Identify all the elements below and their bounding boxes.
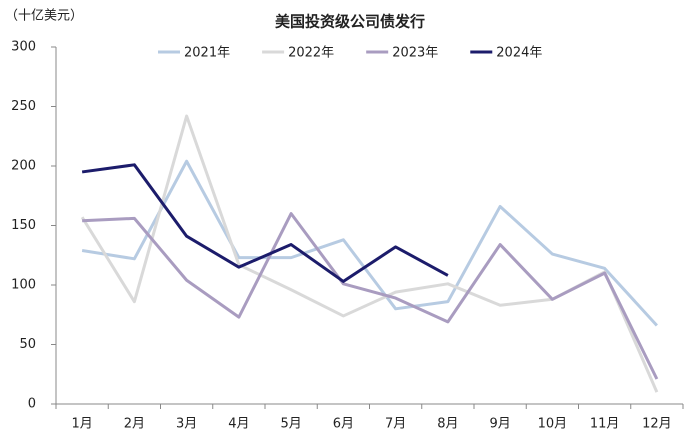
y-tick-label: 250 (11, 99, 36, 114)
x-tick-label: 5月 (280, 417, 301, 432)
x-tick-label: 1月 (71, 417, 92, 432)
y-tick-label: 0 (28, 397, 36, 412)
line-series (82, 212, 659, 380)
x-tick-label: 4月 (228, 417, 249, 432)
x-tick-label: 10月 (538, 417, 568, 432)
chart-title: 美国投资级公司债发行 (275, 13, 425, 31)
line-series (81, 159, 658, 327)
y-tick-label: 100 (11, 278, 36, 293)
legend-label: 2021年 (184, 46, 230, 61)
x-tick-label: 3月 (176, 417, 197, 432)
x-tick-label: 2月 (124, 417, 145, 432)
y-tick-label: 200 (11, 159, 36, 174)
y-tick-label: 300 (11, 40, 36, 55)
legend-label: 2023年 (392, 46, 438, 61)
x-tick-label: 9月 (489, 417, 510, 432)
line-series (81, 163, 449, 283)
line-series (80, 114, 659, 393)
y-tick-label: 150 (11, 218, 36, 233)
x-tick-label: 11月 (590, 417, 620, 432)
x-tick-label: 12月 (642, 417, 672, 432)
x-tick-label: 6月 (333, 417, 354, 432)
y-tick-label: 50 (19, 337, 36, 352)
legend-label: 2022年 (288, 46, 334, 61)
legend-label: 2024年 (496, 46, 542, 61)
x-tick-label: 7月 (385, 417, 406, 432)
x-tick-label: 8月 (437, 417, 458, 432)
y-axis-label: （十亿美元） (5, 9, 83, 24)
